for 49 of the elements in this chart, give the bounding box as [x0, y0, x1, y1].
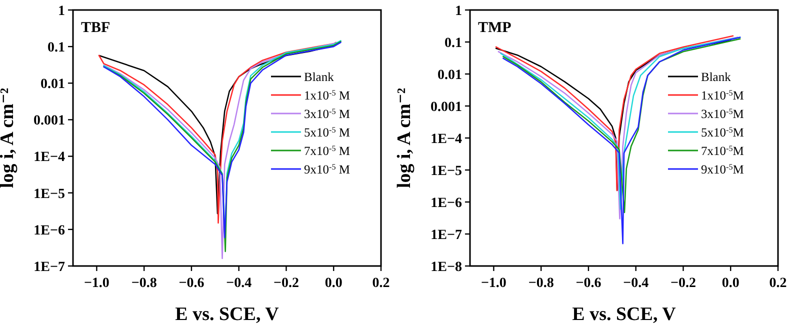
legend-label: 1x10$^{-5}$ M [304, 88, 350, 102]
x-tick-label: 0.0 [324, 276, 342, 291]
legend-label: Blank [304, 70, 335, 84]
legend-label: 3x10$^{-5}$M [701, 106, 744, 121]
y-tick-label: 1E−8 [430, 260, 462, 275]
y-tick-label: 1 [455, 4, 462, 19]
y-tick-label: 1E−6 [430, 196, 462, 211]
legend-label: 9x10$^{-5}$ M [304, 162, 350, 176]
y-tick-label: 1E−6 [34, 223, 65, 238]
x-tick-label: −0.4 [226, 276, 252, 291]
x-tick-label: −0.6 [576, 276, 602, 291]
x-tick-label: 0.2 [769, 276, 787, 291]
y-tick-label: 0.1 [48, 40, 65, 56]
legend-label: 5x10$^{-5}$ M [304, 124, 350, 140]
legend-label: 7x10$^{-5}$ M [304, 143, 350, 158]
x-axis-title: E vs. SCE, V [175, 304, 280, 325]
legend-label: 1x10$^{-5}$M [701, 88, 744, 102]
text: TBF [81, 20, 110, 36]
y-tick-label: 1E−4 [34, 150, 65, 166]
y-axis-title: log i, A cm⁻² [394, 88, 415, 188]
y-tick-label: 1E−5 [34, 186, 65, 202]
x-tick-label: −0.8 [528, 276, 554, 291]
y-axis-title: log i, A cm⁻² [0, 88, 18, 188]
y-tick-label: 1 [58, 4, 65, 19]
x-tick-label: −1.0 [84, 276, 110, 291]
x-tick-label: −0.2 [670, 276, 696, 291]
x-tick-label: −1.0 [480, 276, 506, 291]
legend-label: 3x10$^{-5}$ M [304, 106, 350, 121]
y-tick-label: 0.001 [430, 100, 462, 115]
x-axis-title: E vs. SCE, V [572, 304, 676, 325]
y-tick-label: 1E−7 [430, 228, 462, 243]
legend-label: Blank [701, 70, 732, 84]
y-tick-label: 1E−7 [34, 260, 65, 275]
y-tick-label: 0.01 [438, 68, 462, 83]
y-tick-label: 1E−4 [430, 132, 462, 147]
x-tick-label: −0.4 [623, 276, 649, 291]
y-tick-label: 1E−5 [430, 164, 462, 179]
x-tick-label: −0.6 [178, 276, 204, 291]
text: TMP [478, 20, 512, 36]
legend-label: 9x10$^{-5}$M [701, 162, 744, 176]
y-tick-label: 0.01 [40, 77, 65, 92]
y-tick-label: 0.001 [34, 114, 65, 129]
y-tick-label: 0.1 [444, 36, 462, 51]
legend-label: 5x10$^{-5}$M [701, 124, 744, 140]
legend-label: 7x10$^{-5}$M [701, 143, 744, 158]
x-tick-label: 0.0 [722, 276, 740, 291]
x-tick-label: 0.2 [372, 276, 390, 291]
x-tick-label: −0.8 [131, 276, 157, 291]
x-tick-label: −0.2 [273, 276, 299, 291]
